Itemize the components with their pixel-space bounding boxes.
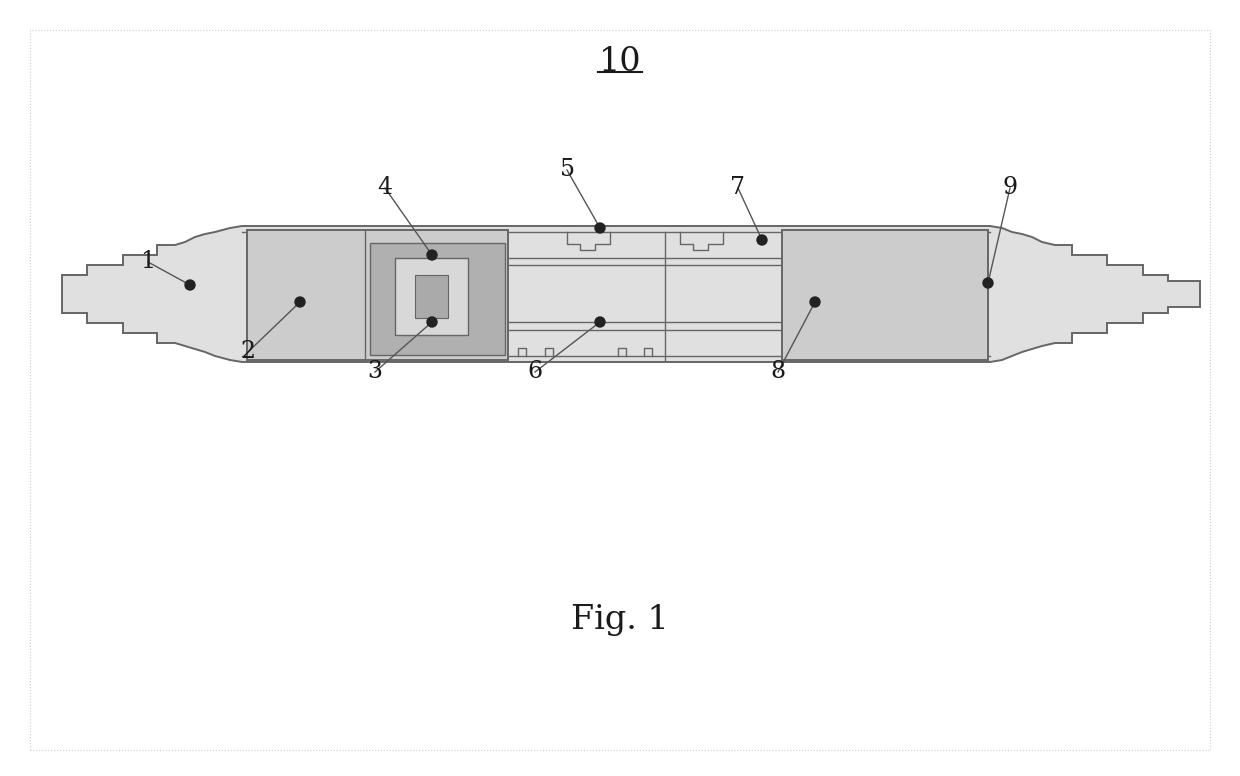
Text: 7: 7 — [730, 176, 745, 199]
Bar — [782, 230, 988, 360]
Text: Fig. 1: Fig. 1 — [572, 604, 668, 636]
Circle shape — [983, 278, 993, 288]
Text: 6: 6 — [527, 361, 543, 383]
Text: 8: 8 — [770, 361, 786, 383]
Bar — [370, 243, 505, 355]
Circle shape — [295, 297, 305, 307]
Text: 10: 10 — [599, 46, 641, 78]
Bar — [247, 230, 508, 360]
Text: 4: 4 — [377, 176, 393, 199]
Circle shape — [810, 297, 820, 307]
Circle shape — [595, 317, 605, 327]
Circle shape — [427, 250, 436, 260]
Circle shape — [595, 223, 605, 233]
Polygon shape — [62, 226, 1200, 362]
Circle shape — [185, 280, 195, 290]
Text: 1: 1 — [140, 251, 155, 273]
Text: 5: 5 — [559, 158, 574, 182]
Circle shape — [427, 317, 436, 327]
Bar — [396, 258, 467, 335]
Bar — [415, 275, 448, 318]
Text: 3: 3 — [367, 361, 382, 383]
Text: 2: 2 — [241, 341, 255, 363]
Circle shape — [756, 235, 768, 245]
Text: 9: 9 — [1002, 176, 1018, 199]
